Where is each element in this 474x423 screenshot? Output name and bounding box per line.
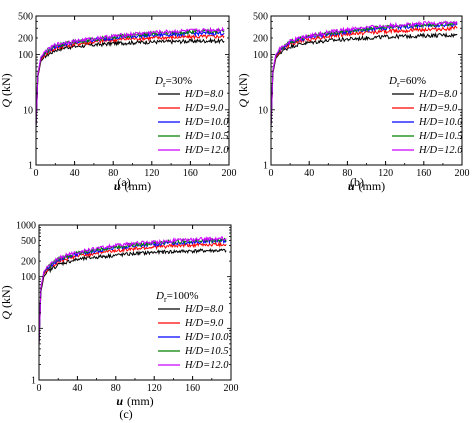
x-tick-label: 40 [72,383,82,394]
x-axis: 0 40 80 120 160 200 [34,16,237,179]
series-line-2 [270,25,458,127]
legend-entry-2: H/D=9.0 [418,103,458,114]
x-tick-label: 40 [70,168,80,179]
y-axis: 1 10 100 200 500 1000 [16,221,231,387]
relative-density-annotation: Dr=30% [154,75,192,89]
y-tick-label: 10 [26,324,36,335]
y-axis-label: Q(kN) [0,73,13,107]
x-tick-label: 200 [455,168,470,179]
legend-entry-1: H/D=8.0 [184,304,224,315]
y-tick-label: 200 [18,33,33,44]
chart-panel-c: 0 40 80 120 160 200 1 10 100 200 500 1000 u (mm) Q(kN)… [0,221,239,422]
x-tick-label: 0 [34,168,39,179]
series-line-5 [35,26,225,127]
x-tick-label: 160 [416,168,431,179]
panel-label: (a) [117,175,130,189]
x-axis: 0 40 80 120 160 200 [37,225,239,394]
x-tick-label: 80 [342,168,352,179]
x-tick-label: 0 [269,168,274,179]
legend-entry-4: H/D=10.5 [184,131,229,142]
series-line-4 [270,20,458,127]
series-line-3 [38,237,227,344]
legend-entry-5: H/D=12.0 [184,145,229,156]
legend-entry-3: H/D=10.0 [184,332,229,343]
legend: H/D=8.0 H/D=9.0 H/D=10.0 H/D=10.5 H/D=12.0 [158,304,229,371]
legend-entry-5: H/D=12.0 [418,145,463,156]
series-line-1 [270,31,458,127]
y-tick-label: 500 [253,12,268,23]
x-tick-label: 40 [304,168,314,179]
y-axis: 1 10 100 200 500 [253,12,462,172]
legend-entry-4: H/D=10.5 [418,131,463,142]
x-tick-label: 200 [224,383,239,394]
x-axis-label: u (mm) [348,179,385,193]
y-tick-label: 200 [253,33,268,44]
series-line-5 [270,20,458,127]
legend: H/D=8.0 H/D=9.0 H/D=10.0 H/D=10.5 H/D=12.0 [392,89,463,156]
y-tick-label: 1000 [16,221,36,232]
x-tick-label: 120 [147,383,162,394]
legend-entry-5: H/D=12.0 [184,360,229,371]
y-axis: 1 10 100 200 500 [18,12,229,172]
chart-panel-a: 0 40 80 120 160 200 1 10 100 200 500 u (mm) Q(kN) (a) D… [0,12,237,194]
y-tick-label: 1 [31,376,36,387]
x-tick-label: 120 [144,168,159,179]
y-tick-label: 100 [21,272,36,283]
legend-entry-3: H/D=10.0 [418,117,463,128]
y-tick-label: 10 [258,105,268,116]
panel-label: (b) [350,175,364,189]
y-axis-label: Q(kN) [236,73,250,107]
legend-entry-1: H/D=8.0 [418,89,458,100]
series-group [270,20,458,127]
y-tick-label: 100 [253,50,268,61]
series-group [38,235,227,344]
chart-panel-b: 0 40 80 120 160 200 1 10 100 200 500 u (mm) Q(kN) (b) D… [236,12,470,194]
x-axis: 0 40 80 120 160 200 [269,16,470,179]
y-tick-label: 10 [23,105,33,116]
x-tick-label: 160 [183,168,198,179]
y-tick-label: 200 [21,257,36,268]
legend-entry-2: H/D=9.0 [184,318,224,329]
x-axis-label: u (mm) [116,394,153,408]
y-tick-label: 100 [18,50,33,61]
legend-entry-3: H/D=10.0 [184,117,229,128]
legend-entry-2: H/D=9.0 [184,103,224,114]
y-tick-label: 500 [21,236,36,247]
y-tick-label: 1 [263,161,268,172]
x-tick-label: 120 [378,168,393,179]
x-tick-label: 0 [37,383,42,394]
panel-label: (c) [119,407,132,421]
relative-density-annotation: Dr=60% [388,75,426,89]
series-line-5 [38,235,227,344]
legend-entry-1: H/D=8.0 [184,89,224,100]
series-line-1 [35,37,225,127]
x-axis-label: u (mm) [114,179,151,193]
y-tick-label: 500 [18,12,33,23]
x-tick-label: 80 [111,383,121,394]
x-tick-label: 200 [222,168,237,179]
x-tick-label: 80 [108,168,118,179]
legend-entry-4: H/D=10.5 [184,346,229,357]
series-line-1 [38,247,227,344]
y-axis-label: Q(kN) [0,285,13,319]
legend: H/D=8.0 H/D=9.0 H/D=10.0 H/D=10.5 H/D=12.0 [158,89,229,156]
y-tick-label: 1 [28,161,33,172]
series-group [35,26,225,127]
x-tick-label: 160 [185,383,200,394]
relative-density-annotation: Dr=100% [155,290,199,304]
